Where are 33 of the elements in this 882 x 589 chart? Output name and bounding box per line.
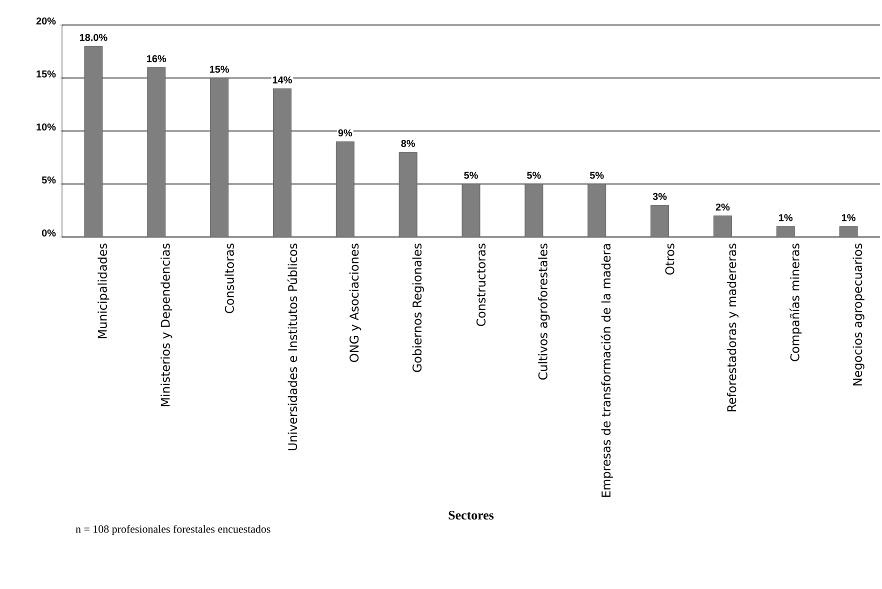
y-tick-label: 5% bbox=[42, 176, 56, 184]
data-label: 18.0% bbox=[80, 34, 108, 41]
data-label: 5% bbox=[527, 172, 541, 179]
x-tick-label: Otros bbox=[665, 244, 674, 275]
x-tick-label: Municipalidades bbox=[98, 244, 110, 338]
x-tick-label: Constructoras bbox=[476, 244, 486, 326]
text: n = 108 profesionales forestales encuestados bbox=[76, 524, 270, 536]
x-tick-label: Ministerios y Dependencias bbox=[160, 244, 172, 406]
data-label: 8% bbox=[401, 140, 416, 147]
data-label: 3% bbox=[652, 192, 667, 200]
y-tick-label: 10% bbox=[36, 123, 56, 131]
x-tick-label: Gobiernos Regionales bbox=[412, 244, 424, 372]
x-tick-label: Reforestadoras y madereras bbox=[726, 244, 738, 412]
y-tick-label: 15% bbox=[36, 70, 56, 78]
data-label: 16% bbox=[147, 55, 166, 62]
data-label: 15% bbox=[210, 66, 230, 73]
x-tick-label: Compañías mineras bbox=[790, 244, 802, 362]
x-tick-label: Cultivos agroforestales bbox=[538, 244, 550, 380]
data-label: 14% bbox=[272, 76, 292, 84]
y-tick-label: 0% bbox=[42, 229, 56, 237]
x-axis-title: Sectores bbox=[448, 510, 494, 520]
x-tick-label: Negocios agropecuarios bbox=[852, 244, 864, 386]
data-label: 1% bbox=[842, 214, 856, 222]
data-label: 1% bbox=[779, 214, 793, 222]
x-tick-label: Consultoras bbox=[224, 244, 234, 314]
data-label: 2% bbox=[716, 204, 730, 211]
y-tick-label: 20% bbox=[36, 17, 56, 25]
x-tick-label: Empresas de transformación de la madera bbox=[600, 244, 613, 497]
data-label: 5% bbox=[464, 172, 478, 179]
data-label: 5% bbox=[590, 172, 604, 179]
data-label: 9% bbox=[338, 129, 352, 136]
x-tick-label: ONG y Asociaciones bbox=[349, 244, 361, 362]
x-tick-label: Universidades e Institutos Públicos bbox=[287, 244, 298, 450]
